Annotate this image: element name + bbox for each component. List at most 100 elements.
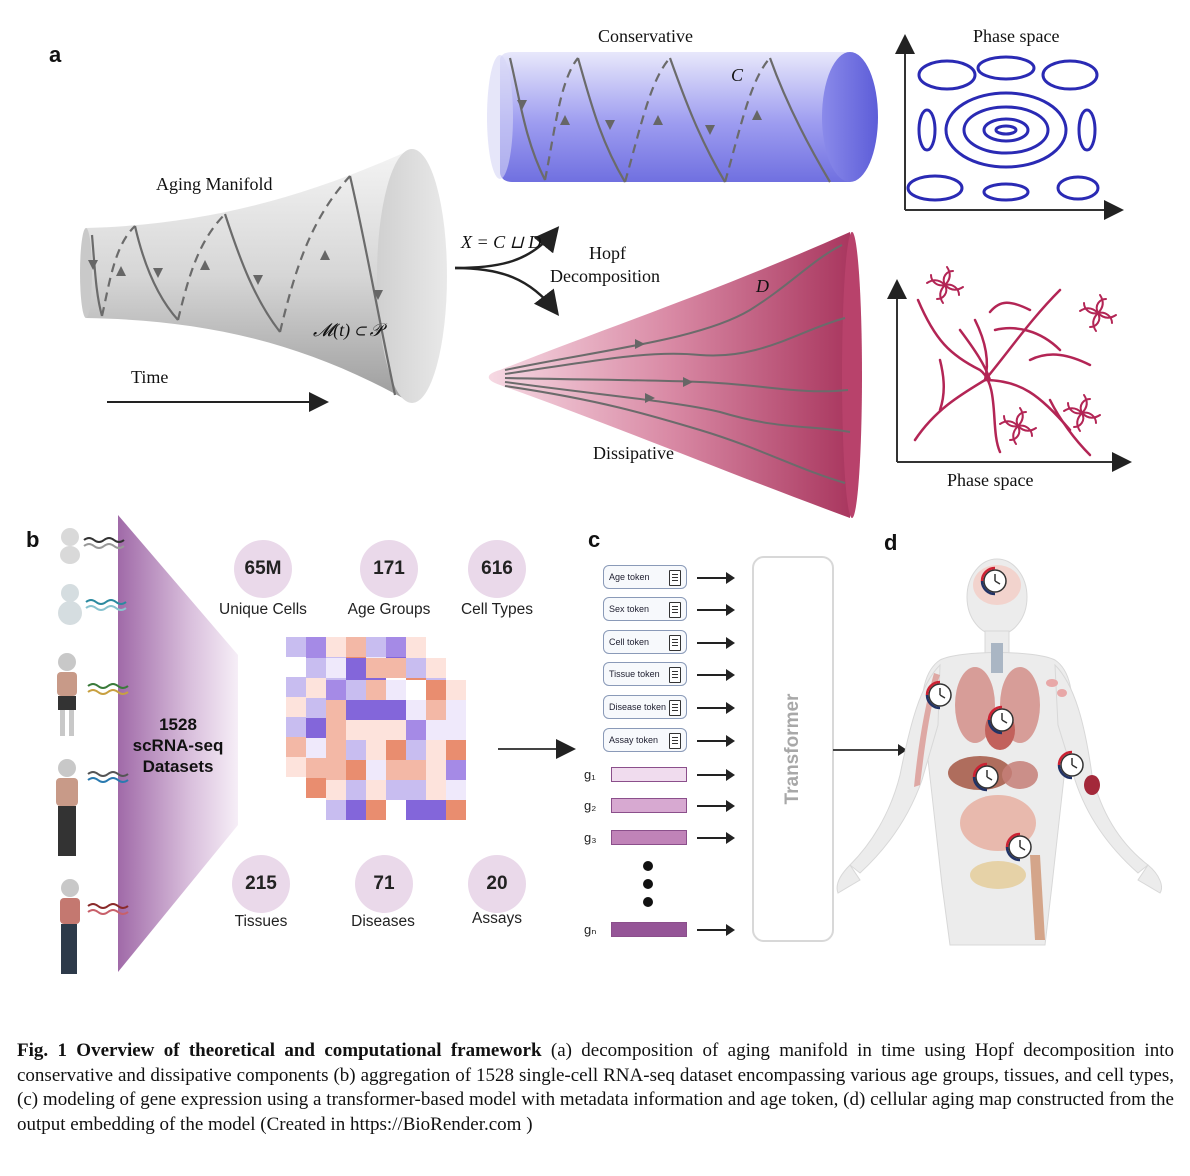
baby-figure [60,528,80,564]
heatmap-cell [306,698,326,718]
transformer-label: Transformer [782,693,803,805]
heatmap-cell [286,637,306,657]
gene-label: g₃ [584,830,597,845]
hopf-label: Hopf [589,243,626,263]
gene-arrow [697,800,735,812]
document-icon [669,570,681,586]
phase-space-top-plot [895,34,1124,220]
squiggle-baby [83,537,125,543]
aging-body-map [836,558,1162,946]
document-icon [669,733,681,749]
panel-d-label: d [884,530,898,555]
heatmap-cell [366,637,386,657]
heatmap-cell [366,740,386,760]
heatmap-cell [426,800,446,820]
token-arrow [697,604,735,616]
heatmap-cell [326,800,346,820]
token-label: Tissue token [609,669,660,679]
squiggle-child [87,683,129,689]
token-label: Disease token [609,702,667,712]
stat-bubble: 20 [468,855,526,913]
heatmap-cell [286,697,306,717]
heatmap-cell [426,658,446,678]
heatmap-cell [386,760,406,780]
stat-caption: Unique Cells [219,601,307,618]
stat-caption: Age Groups [347,601,431,618]
panel-c-label: c [588,527,601,552]
heatmap-cell [386,680,406,700]
heatmap-cell [366,700,386,720]
heatmap-cell [426,740,446,760]
heatmap-cell [366,680,386,700]
gene-label: g₁ [584,767,596,782]
heatmap-cell [366,720,386,740]
gene-arrow [697,769,735,781]
datasets-funnel [118,515,238,972]
panel-a-label: a [49,42,62,67]
caption-title: Fig. 1 Overview of theoretical and compu… [17,1040,542,1061]
stat-bubble: 616 [468,540,526,598]
heatmap-cell [306,678,326,698]
token-label: Cell token [609,637,650,647]
gene-label: gₙ [584,922,597,937]
heatmap-cell [346,658,366,678]
token-label: Assay token [609,735,659,745]
transformer-block: Transformer [752,556,834,942]
heatmap-cell [406,800,426,820]
token-arrow [697,637,735,649]
squiggle-infant [85,599,127,605]
stat-caption: Cell Types [460,601,534,618]
heatmap-cell [306,718,326,738]
heatmap-cell [386,740,406,760]
heatmap-cell [326,740,346,760]
gene-bar [611,922,687,937]
heatmap-cell [326,760,346,780]
time-label: Time [131,367,169,387]
heatmap-cell [426,760,446,780]
heatmap-cell [406,740,426,760]
tissue-token: Tissue token [603,662,687,686]
heatmap-cell [386,800,406,820]
heatmap-cell [346,720,366,740]
heatmap-cell [286,677,306,697]
assay-token: Assay token [603,728,687,752]
gene-arrow [697,832,735,844]
phase-space-bottom-label: Phase space [947,470,1034,490]
heatmap-cell [326,720,346,740]
heatmap-cell [406,720,426,740]
gene-arrow [697,924,735,936]
heatmap-cell [306,738,326,758]
token-arrow [697,669,735,681]
datasets-word: Datasets [142,757,214,776]
stat-caption: Assays [472,910,522,927]
ellipsis-dot [643,861,653,871]
expression-heatmap-stack [286,637,466,820]
heatmap-cell [446,680,466,700]
decomposition-label: Decomposition [550,266,660,286]
decomposition-equation: X = C ⊔ D [461,232,542,252]
heatmap-cell [386,720,406,740]
heatmap-cell [426,720,446,740]
panel-b-label: b [26,527,40,552]
heatmap-cell [306,778,326,798]
infant-figure [58,584,82,625]
heatmap-cell [406,637,426,657]
token-arrow [697,735,735,747]
panel-b-figure [56,515,576,974]
token-arrow [697,702,735,714]
heatmap-cell [386,637,406,657]
d-symbol: D [756,276,769,296]
phase-space-top-label: Phase space [973,26,1060,46]
heatmap-cell [386,658,406,678]
adult-figure [56,759,78,856]
heatmap-cell [406,760,426,780]
heatmap-cell [446,760,466,780]
heatmap-cell [446,780,466,800]
heatmap-cell [286,657,306,677]
manifold-formula: 𝓜(t) ⊂ 𝒫 [313,320,383,340]
gene-bar [611,830,687,845]
child-figure [57,653,77,736]
ellipsis-dot [643,879,653,889]
heatmap-cell [366,658,386,678]
token-arrow [697,572,735,584]
